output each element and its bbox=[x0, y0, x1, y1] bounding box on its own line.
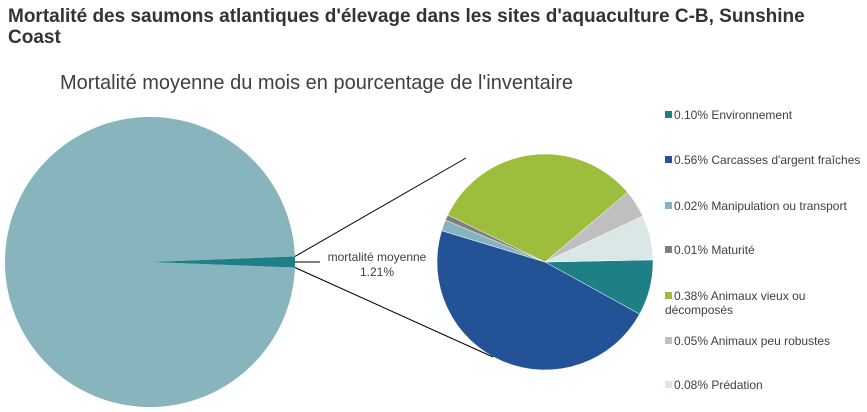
legend-item-1: 0.56% Carcasses d'argent fraîches bbox=[665, 153, 865, 167]
legend-label: 0.10% Environnement bbox=[674, 108, 793, 122]
legend-label: 0.08% Prédation bbox=[674, 378, 763, 392]
main-pie-remainder-slice bbox=[5, 117, 295, 407]
chart-title: Mortalité des saumons atlantiques d'élev… bbox=[8, 6, 805, 48]
legend-swatch bbox=[665, 381, 672, 388]
connector-line-top bbox=[294, 157, 467, 257]
detail-label-value: 1.21% bbox=[360, 265, 394, 279]
legend-swatch bbox=[665, 246, 672, 253]
secondary-pie-slice-6 bbox=[544, 215, 654, 263]
secondary-pie-slice-1 bbox=[436, 230, 640, 371]
legend-swatch bbox=[665, 292, 672, 299]
legend-item-2: 0.02% Manipulation ou transport bbox=[665, 199, 865, 213]
legend-item-4: 0.38% Animaux vieux ou décomposés bbox=[665, 289, 865, 317]
legend-label: 0.02% Manipulation ou transport bbox=[674, 199, 847, 213]
secondary-pie-slice-4 bbox=[447, 153, 628, 263]
legend-item-5: 0.05% Animaux peu robustes bbox=[665, 334, 865, 348]
legend-item-3: 0.01% Maturité bbox=[665, 243, 865, 257]
legend-item-0: 0.10% Environnement bbox=[665, 108, 865, 122]
chart-subtitle: Mortalité moyenne du mois en pourcentage… bbox=[60, 72, 574, 94]
detail-label-name: mortalité moyenne bbox=[328, 250, 427, 264]
legend-swatch bbox=[665, 202, 672, 209]
legend-swatch bbox=[665, 111, 672, 118]
legend-label: 0.56% Carcasses d'argent fraîches bbox=[674, 153, 861, 167]
legend-label: 0.38% Animaux vieux ou décomposés bbox=[665, 289, 806, 317]
legend-item-6: 0.08% Prédation bbox=[665, 378, 865, 392]
main-pie-detail-slice bbox=[150, 256, 296, 268]
legend-label: 0.01% Maturité bbox=[674, 243, 755, 257]
legend-swatch bbox=[665, 337, 672, 344]
legend-label: 0.05% Animaux peu robustes bbox=[674, 334, 831, 348]
legend-swatch bbox=[665, 156, 672, 163]
connector-line-bottom bbox=[294, 267, 494, 358]
